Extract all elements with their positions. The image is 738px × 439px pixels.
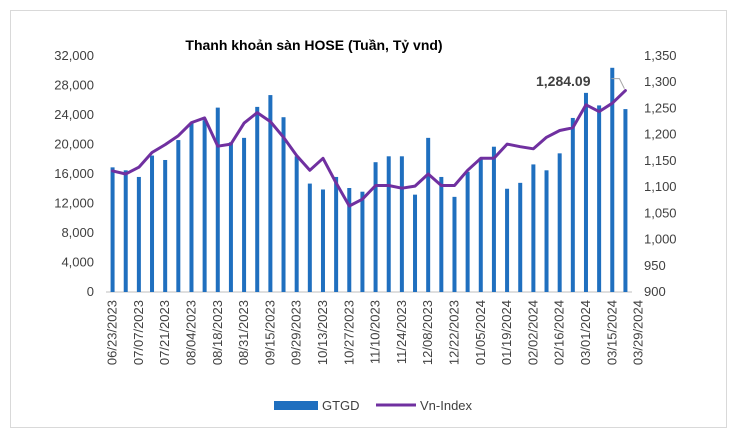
bar-gtgd [623,109,628,292]
x-tick-label: 08/31/2023 [236,300,251,365]
bar-gtgd [452,196,457,292]
left-tick-label: 28,000 [54,78,94,93]
bar-gtgd [228,142,233,292]
x-tick-label: 01/19/2024 [499,300,514,365]
gtgd-bars [110,67,628,293]
left-tick-label: 4,000 [61,255,94,270]
bar-gtgd [307,183,312,292]
x-tick-label: 12/08/2023 [420,300,435,365]
x-tick-label: 06/23/2023 [105,300,120,365]
bar-gtgd [465,171,470,292]
x-tick-label: 01/05/2024 [473,300,488,365]
bar-gtgd [386,156,391,292]
chart-title: Thanh khoản sàn HOSE (Tuần, Tỷ vnd) [185,37,442,53]
x-tick-label: 03/01/2024 [578,300,593,365]
x-tick-label: 11/24/2023 [394,300,409,364]
callout-leader-line [611,78,625,89]
x-tick-label: 11/10/2023 [368,300,383,364]
bar-gtgd [426,137,431,292]
bar-gtgd [189,123,194,292]
bar-gtgd [202,120,207,292]
bar-gtgd [610,67,615,292]
bar-gtgd [255,106,260,292]
left-tick-label: 20,000 [54,137,94,152]
x-tick-label: 07/07/2023 [131,300,146,365]
right-axis-ticks: 900 950 1,000 1,050 1,100 1,150 1,200 1,250 1,30… [644,48,677,299]
x-tick-label: 07/21/2023 [157,300,172,365]
left-tick-label: 8,000 [61,225,94,240]
right-tick-label: 1,000 [644,232,677,247]
left-tick-label: 24,000 [54,107,94,122]
left-tick-label: 32,000 [54,48,94,63]
x-tick-label: 09/15/2023 [262,300,277,365]
right-tick-label: 1,150 [644,153,677,168]
bar-gtgd [215,107,220,292]
bar-gtgd [557,153,562,292]
legend-label-gtgd: GTGD [322,398,360,413]
left-axis-ticks: 0 4,000 8,000 12,000 16,000 20,000 24,000 28,00… [54,48,94,299]
bar-gtgd [123,170,128,292]
vn-index-line [111,89,627,208]
bar-gtgd [268,95,273,293]
x-tick-label: 03/29/2024 [631,300,646,365]
vn-index-line-layer [111,89,627,208]
last-value-label: 1,284.09 [536,73,591,89]
x-tick-label: 10/27/2023 [341,300,356,365]
bar-gtgd [347,188,352,292]
bar-gtgd [242,137,247,292]
right-tick-label: 1,350 [644,48,677,63]
bar-gtgd [439,176,444,292]
x-tick-label: 02/02/2024 [525,300,540,365]
right-tick-label: 950 [644,258,666,273]
legend-label-vn-index: Vn-Index [420,398,473,413]
bar-gtgd [491,146,496,292]
bar-gtgd [570,117,575,292]
right-tick-label: 1,250 [644,100,677,115]
x-tick-label: 10/13/2023 [315,300,330,365]
bar-gtgd [360,191,365,292]
bar-gtgd [150,155,155,292]
right-tick-label: 1,050 [644,205,677,220]
bar-gtgd [281,117,286,293]
x-tick-label: 02/16/2024 [552,300,567,365]
bar-gtgd [413,194,418,292]
bar-gtgd [544,170,549,292]
bar-gtgd [334,176,339,292]
x-tick-label: 08/04/2023 [183,300,198,365]
bar-gtgd [583,92,588,292]
bar-gtgd [136,176,141,292]
bar-gtgd [163,159,168,292]
chart-frame [10,10,727,428]
right-tick-label: 1,200 [644,127,677,142]
right-tick-label: 1,100 [644,179,677,194]
x-tick-label: 09/29/2023 [289,300,304,365]
bar-gtgd [531,164,536,292]
bar-gtgd [597,105,602,292]
x-tick-label: 12/22/2023 [446,300,461,365]
bar-gtgd [518,182,523,292]
bar-gtgd [399,156,404,292]
x-tick-label: 03/15/2024 [604,300,619,365]
x-axis-ticks: 06/23/2023 07/07/2023 07/21/2023 08/04/2023… [105,300,646,365]
left-tick-label: 16,000 [54,166,94,181]
bar-gtgd [320,189,325,292]
left-tick-label: 12,000 [54,196,94,211]
legend-swatch-gtgd [274,401,318,410]
bar-gtgd [373,162,378,292]
bar-gtgd [478,157,483,292]
left-tick-label: 0 [87,284,94,299]
right-tick-label: 900 [644,284,666,299]
x-tick-label: 08/18/2023 [210,300,225,365]
bar-gtgd [110,167,115,292]
right-tick-label: 1,300 [644,74,677,89]
last-value-callout: 1,284.09 [536,73,625,89]
bar-gtgd [505,188,510,292]
legend: GTGD Vn-Index [274,398,473,413]
bar-gtgd [294,156,299,292]
bar-gtgd [176,140,181,292]
